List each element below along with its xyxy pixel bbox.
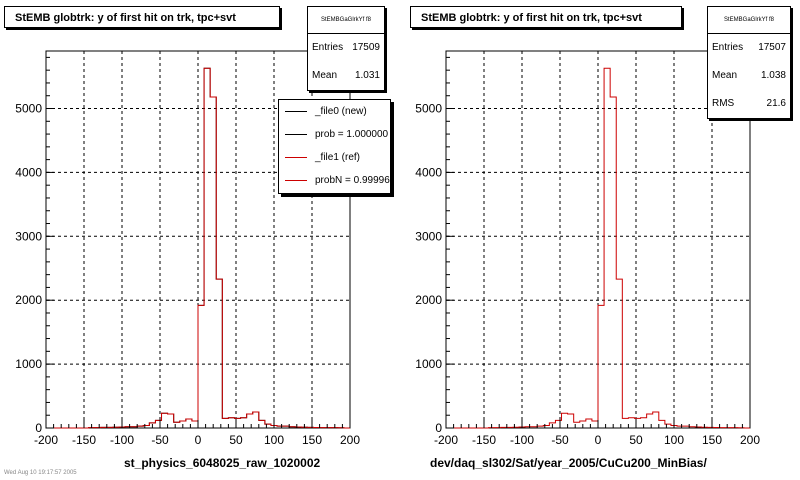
legend-line-red: [285, 157, 307, 158]
left-x-tick-label: 150: [302, 433, 322, 447]
legend-line-black: [285, 111, 307, 112]
legend-label-file0: _file0 (new): [315, 106, 367, 117]
right-stats-entries-row: Entries 17507: [708, 34, 790, 62]
left-stats-box: StEMBGaGlrkYf f8 Entries 17509 Mean 1.03…: [307, 6, 385, 91]
right-chart-title: StEMB globtrk: y of first hit on trk, tp…: [410, 6, 682, 28]
legend-line-black-2: [285, 134, 307, 135]
left-x-axis-label: st_physics_6048025_raw_1020002: [124, 456, 321, 470]
right-y-tick-label: 4000: [415, 165, 442, 179]
left-stats-entries-value: 17509: [352, 42, 380, 53]
right-x-tick-label: -150: [472, 433, 496, 447]
right-stats-mean-row: Mean 1.038: [708, 62, 790, 90]
right-x-tick-label: 200: [740, 433, 760, 447]
corner-timestamp: Wed Aug 10 19:17:57 2005: [4, 470, 77, 476]
left-histogram-pad: StEMB globtrk: y of first hit on trk, tp…: [4, 6, 391, 470]
right-stats-name: StEMBGaGlrkYf f8: [708, 7, 790, 34]
right-stats-mean-value: 1.038: [760, 70, 786, 81]
right-series-0-line: [446, 67, 750, 429]
left-x-tick-label: 200: [340, 433, 360, 447]
left-y-tick-label: 1000: [15, 357, 42, 371]
right-x-tick-label: 100: [664, 433, 684, 447]
left-stats-mean-value: 1.031: [354, 70, 380, 81]
legend-label-probn: probN = 0.99996: [315, 175, 390, 186]
left-x-tick-label: 50: [229, 433, 243, 447]
legend-line-red-2: [285, 180, 307, 181]
legend-entry-probn: probN = 0.99996: [279, 169, 390, 192]
right-histogram-pad: StEMB globtrk: y of first hit on trk, tp…: [400, 0, 800, 480]
left-x-tick-label: -50: [151, 433, 169, 447]
left-x-tick-label: 100: [264, 433, 284, 447]
legend-label-file1: _file1 (ref): [315, 152, 361, 163]
right-stats-rms-value: 21.6: [766, 98, 786, 109]
left-y-tick-label: 0: [35, 421, 42, 435]
left-chart-title: StEMB globtrk: y of first hit on trk, tp…: [4, 6, 280, 28]
legend-entry-prob: prob = 1.000000: [279, 123, 390, 146]
left-y-tick-label: 2000: [15, 293, 42, 307]
right-x-tick-label: -100: [510, 433, 534, 447]
right-stats-entries-label: Entries: [712, 42, 744, 53]
right-x-tick-label: -200: [434, 433, 458, 447]
left-x-tick-label: -150: [72, 433, 96, 447]
legend-label-prob: prob = 1.000000: [315, 129, 389, 140]
left-y-tick-label: 5000: [15, 102, 42, 116]
right-x-axis-label: dev/daq_sl302/Sat/year_2005/CuCu200_MinB…: [430, 456, 707, 470]
right-stats-entries-value: 17507: [758, 42, 786, 53]
left-series-1-line: [46, 67, 350, 429]
right-stats-rms-row: RMS 21.6: [708, 90, 790, 118]
right-y-tick-label: 2000: [415, 293, 442, 307]
left-stats-name: StEMBGaGlrkYf f8: [308, 7, 384, 34]
right-y-tick-label: 3000: [415, 229, 442, 243]
right-y-tick-label: 5000: [415, 102, 442, 116]
left-stats-entries-row: Entries 17509: [308, 34, 384, 62]
right-stats-rms-label: RMS: [712, 98, 735, 109]
legend-entry-file0: _file0 (new): [279, 100, 390, 123]
left-stats-mean-row: Mean 1.031: [308, 62, 384, 90]
right-x-tick-label: -50: [551, 433, 569, 447]
right-x-tick-label: 150: [702, 433, 722, 447]
right-chart-svg: -200 -150 -100 -50 0 50 100 150 2000100020003000…: [415, 50, 760, 447]
left-stats-mean-label: Mean: [312, 70, 338, 81]
left-x-tick-label: -200: [34, 433, 58, 447]
left-stats-entries-label: Entries: [312, 42, 344, 53]
right-stats-mean-label: Mean: [712, 70, 738, 81]
left-x-tick-label: 0: [195, 433, 202, 447]
left-legend: _file0 (new) prob = 1.000000 _file1 (ref…: [278, 99, 391, 194]
left-x-tick-label: -100: [110, 433, 134, 447]
left-y-tick-label: 4000: [15, 165, 42, 179]
right-x-tick-label: 0: [595, 433, 602, 447]
legend-entry-file1: _file1 (ref): [279, 146, 390, 169]
right-stats-box: StEMBGaGlrkYf f8 Entries 17507 Mean 1.03…: [707, 6, 791, 119]
right-x-tick-label: 50: [629, 433, 643, 447]
right-y-tick-label: 1000: [415, 357, 442, 371]
right-y-tick-label: 0: [435, 421, 442, 435]
left-y-tick-label: 3000: [15, 229, 42, 243]
